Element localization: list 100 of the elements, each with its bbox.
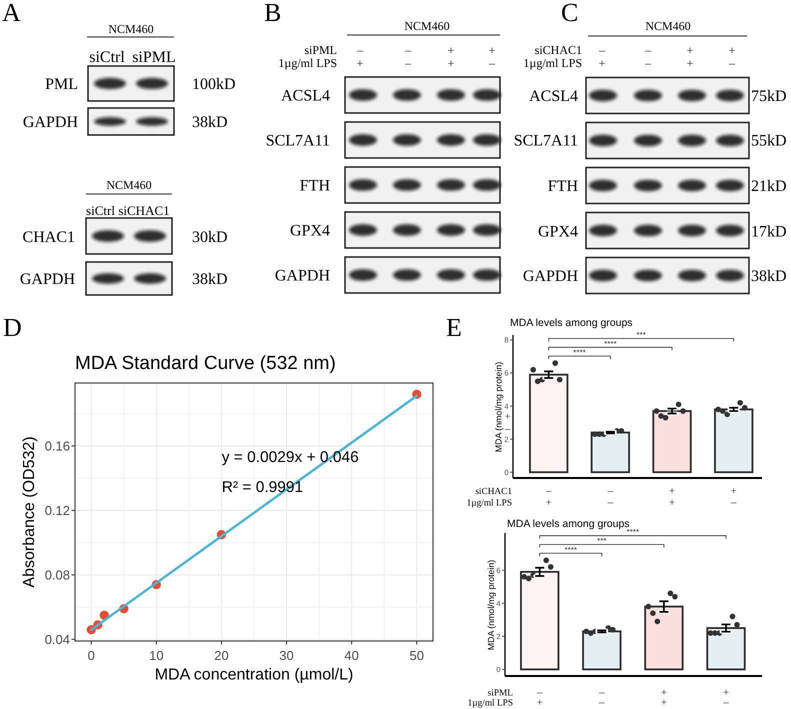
text: 38kD xyxy=(192,271,228,288)
text: GAPDH xyxy=(22,114,78,131)
text: – xyxy=(404,45,412,57)
text: GAPDH xyxy=(274,268,330,284)
text: FTH xyxy=(300,178,330,194)
text: siPML xyxy=(304,43,337,57)
chart-title: MDA levels among groups xyxy=(510,317,633,329)
text: + xyxy=(488,45,496,57)
text: + xyxy=(669,498,676,508)
annotation: **** xyxy=(573,348,586,358)
annotation: **** xyxy=(564,545,577,554)
text: 1µg/ml LPS xyxy=(278,56,337,70)
text: SCL7A11 xyxy=(514,132,578,150)
text: – xyxy=(599,688,606,698)
annotation: **** xyxy=(604,339,617,348)
text: NCM460 xyxy=(404,19,450,33)
text: + xyxy=(448,45,454,57)
chart-title: MDA levels among groups xyxy=(507,518,630,530)
chart-title: MDA Standard Curve (532 nm) xyxy=(75,353,336,374)
text: FTH xyxy=(548,178,578,195)
text: + xyxy=(686,58,694,70)
text: siPML xyxy=(488,688,514,698)
text: siCHAC1 xyxy=(475,487,512,497)
text: – xyxy=(644,58,652,70)
text: + xyxy=(660,698,667,708)
text: ACSL4 xyxy=(529,88,578,105)
x-tick-label: 0 xyxy=(88,648,95,663)
text: – xyxy=(546,486,552,497)
text: + xyxy=(356,58,364,70)
text: GAPDH xyxy=(522,268,578,285)
text: SCL7A11 xyxy=(266,132,330,150)
text: – xyxy=(504,424,511,435)
text: + xyxy=(448,58,454,70)
x-tick-label: 40 xyxy=(344,648,359,663)
text: 100kD xyxy=(192,76,236,93)
x-tick-label: 50 xyxy=(409,648,424,663)
text: siCtrl xyxy=(86,203,116,218)
text: + xyxy=(730,486,737,497)
text: CHAC1 xyxy=(22,229,75,246)
x-tick-label: 30 xyxy=(279,648,294,663)
text: – xyxy=(404,58,412,70)
text: 38kD xyxy=(751,268,787,285)
text: + xyxy=(660,688,667,698)
text: – xyxy=(598,45,606,57)
text: 1µg/ml LPS xyxy=(466,498,512,508)
text: C xyxy=(561,0,578,27)
text: + xyxy=(686,45,694,57)
text: siPML xyxy=(132,49,176,66)
annotation: *** xyxy=(597,536,606,546)
x-tick-label: 10 xyxy=(149,648,164,663)
text: 1µg/ml LPS xyxy=(523,56,582,70)
y-tick-label: 0.04 xyxy=(44,632,70,647)
text: NCM460 xyxy=(108,22,154,36)
x-tick-label: 20 xyxy=(214,648,229,663)
text: GPX4 xyxy=(538,224,578,240)
y-axis-title: MDA (nmol/mg protein) xyxy=(486,560,496,650)
text: D xyxy=(3,313,22,342)
text: – xyxy=(608,498,614,508)
text: – xyxy=(608,486,614,497)
text: A xyxy=(2,0,21,27)
text: – xyxy=(356,45,364,57)
y-axis-title: Absorbance (OD532) xyxy=(21,436,38,588)
text: 75kD xyxy=(751,88,787,105)
text: + xyxy=(723,688,730,698)
text: 55kD xyxy=(751,132,787,150)
annotation: *** xyxy=(636,330,646,340)
text: + xyxy=(536,698,543,708)
text: + xyxy=(546,498,552,508)
text: PML xyxy=(45,76,78,93)
text: 17kD xyxy=(751,224,787,240)
y-tick-label: 0.12 xyxy=(44,502,70,518)
text: NCM460 xyxy=(645,19,691,33)
text: NCM460 xyxy=(106,178,152,192)
text: – xyxy=(488,58,496,70)
text: – xyxy=(730,498,737,508)
text: E xyxy=(446,313,462,342)
text: siCHAC1 xyxy=(118,203,170,218)
y-axis-title: MDA (nmol/mg protein) xyxy=(494,362,504,452)
y-tick-label: 0.08 xyxy=(44,567,70,582)
text: 38kD xyxy=(192,114,228,131)
text: siCHAC1 xyxy=(534,43,582,57)
x-axis-title: MDA concentration (µmol/L) xyxy=(154,666,354,684)
text: – xyxy=(536,688,543,698)
y-tick-label: 0.16 xyxy=(44,438,70,454)
text: + xyxy=(504,412,511,422)
text: – xyxy=(723,698,730,708)
text: GPX4 xyxy=(290,222,330,240)
text: GAPDH xyxy=(20,271,76,288)
annotation: **** xyxy=(626,528,640,537)
text: – xyxy=(599,698,606,708)
text: – xyxy=(644,45,652,57)
text: 1µg/ml LPS xyxy=(468,698,513,708)
text: 30kD xyxy=(192,229,228,246)
text: 21kD xyxy=(751,178,787,195)
text: – xyxy=(728,58,736,70)
text: ACSL4 xyxy=(281,88,330,104)
text: + xyxy=(728,45,736,57)
text: siCtrl xyxy=(89,49,126,66)
text: + xyxy=(598,58,606,70)
text: + xyxy=(669,486,676,497)
